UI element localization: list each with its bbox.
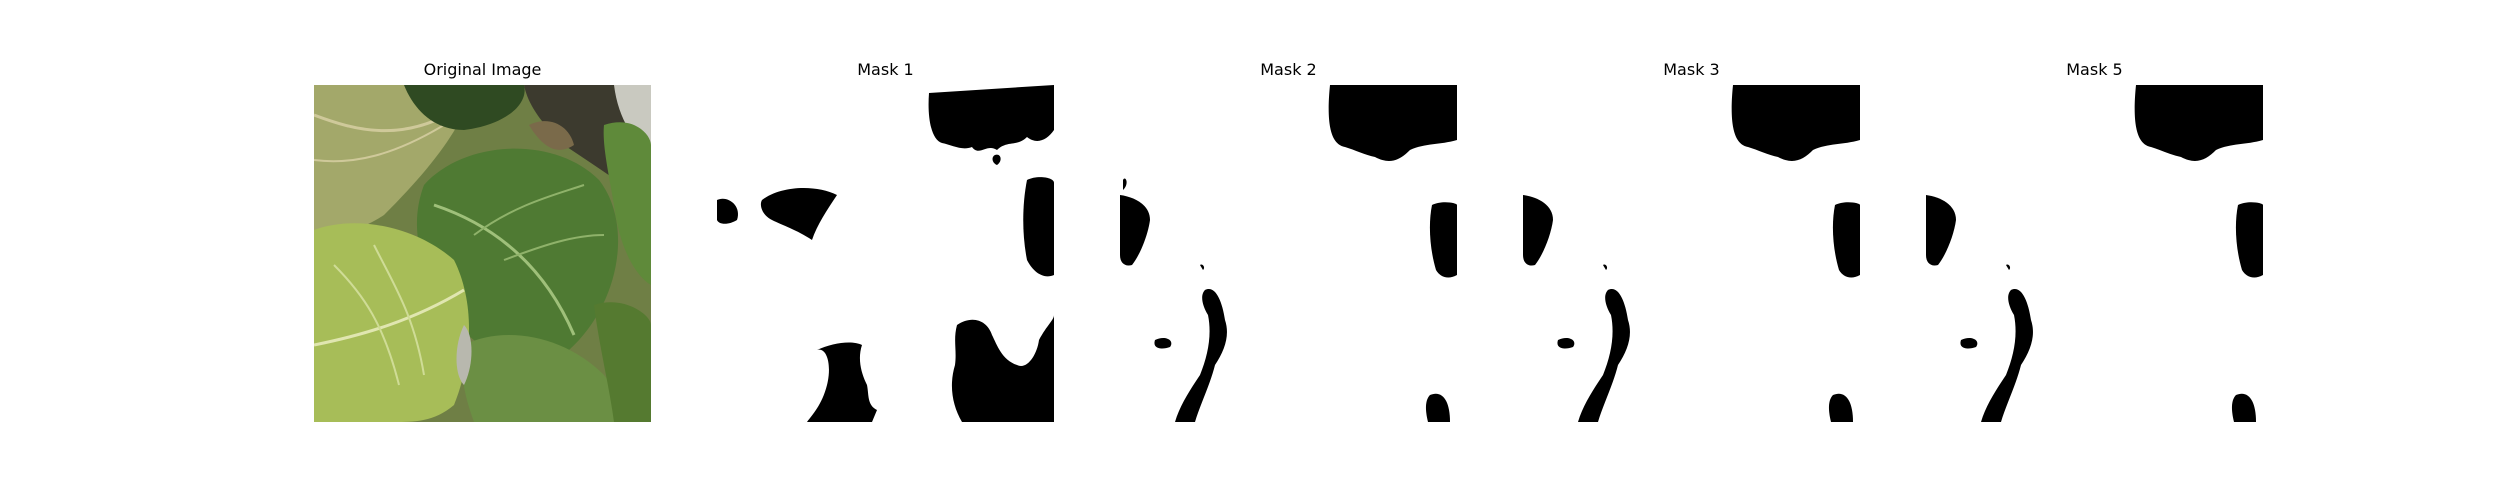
- mask-1-panel: Mask 1: [717, 0, 1054, 500]
- mask-2-image: [1120, 85, 1457, 422]
- mask-2-panel: Mask 2: [1120, 0, 1457, 500]
- mask-5-image: [1926, 85, 2263, 422]
- original-leaf-photo: [314, 85, 651, 422]
- original-image-panel: Original Image: [314, 0, 651, 500]
- panel-title: Mask 1: [857, 60, 914, 79]
- mask-3-panel: Mask 3: [1523, 0, 1860, 500]
- panel-title: Mask 2: [1260, 60, 1317, 79]
- panel-title: Mask 3: [1663, 60, 1720, 79]
- mask-3-image: [1523, 85, 1860, 422]
- mask-5-panel: Mask 5: [1926, 0, 2263, 500]
- mask-1-image: [717, 85, 1054, 422]
- panel-title: Mask 5: [2066, 60, 2123, 79]
- panel-title: Original Image: [423, 60, 542, 79]
